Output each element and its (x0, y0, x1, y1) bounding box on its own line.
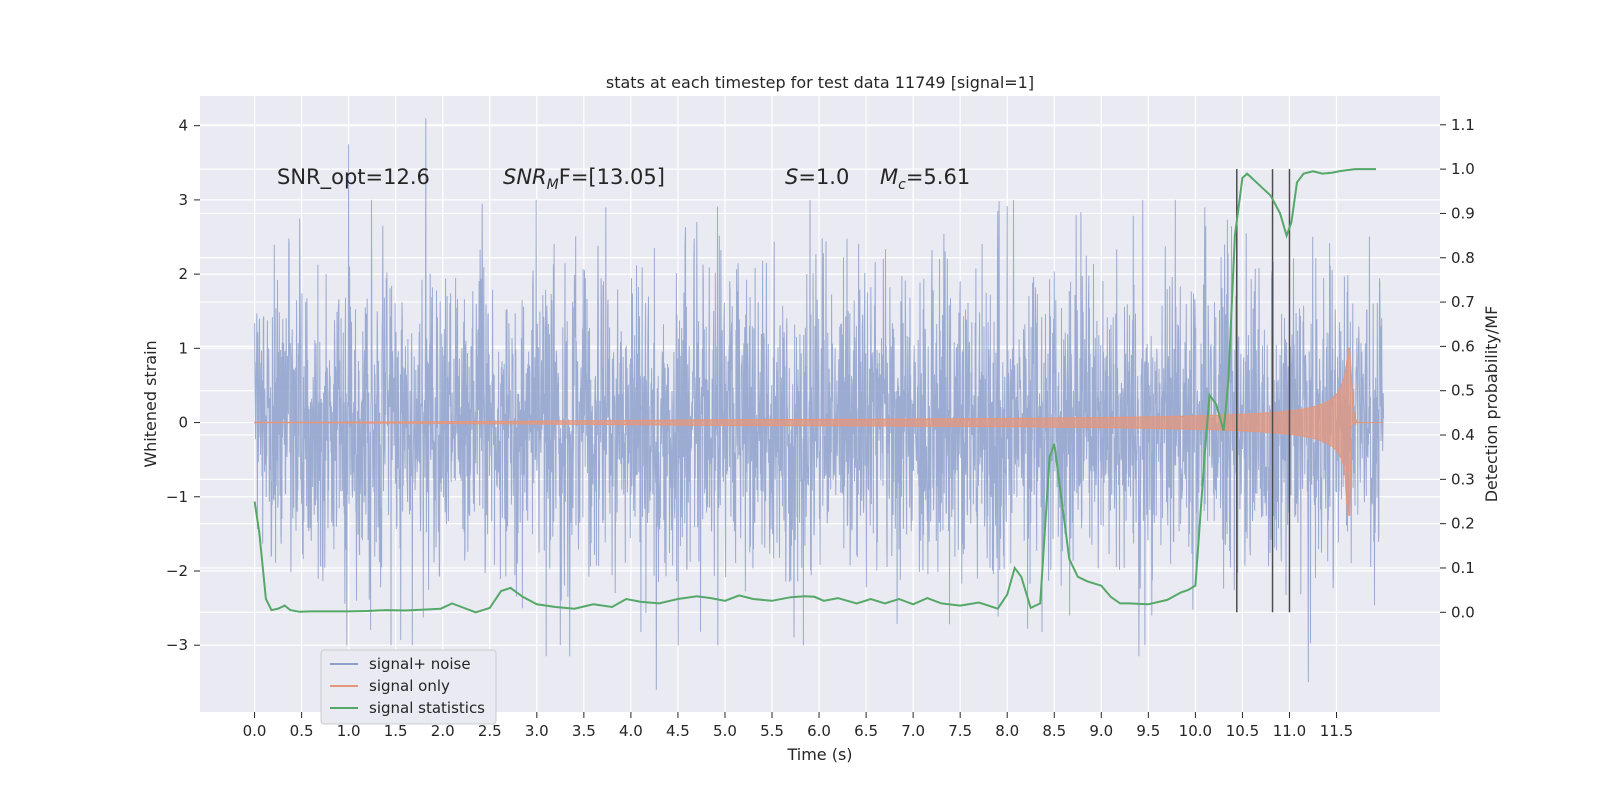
annotation-s-tail: =1.0 (798, 165, 849, 189)
x-tick-label: 0.5 (290, 722, 314, 740)
y-left-tick-label: 3 (178, 191, 188, 209)
legend-label-noise: signal+ noise (369, 655, 471, 673)
x-tick-label: 0.0 (243, 722, 267, 740)
y-right-tick-label: 1.1 (1451, 116, 1475, 134)
x-tick-label: 3.0 (525, 722, 549, 740)
y-right-tick-label: 0.1 (1451, 559, 1475, 577)
y-right-tick-label: 0.9 (1451, 204, 1475, 222)
signal-only-series (254, 347, 1384, 516)
annotation-s: S=1.0 (785, 165, 849, 189)
x-tick-label: 9.0 (1089, 722, 1113, 740)
x-tick-label: 2.5 (478, 722, 502, 740)
y-right-axis-label: Detection probability/MF (1482, 306, 1501, 503)
y-right-tick-label: 0.4 (1451, 426, 1475, 444)
legend: signal+ noise signal only signal statist… (320, 649, 497, 725)
y-left-tick-label: 4 (178, 117, 188, 135)
x-tick-label: 5.0 (713, 722, 737, 740)
annotation-snr-mf-italic: SNR (503, 165, 547, 189)
x-tick-label: 7.5 (948, 722, 972, 740)
x-tick-label: 4.5 (666, 722, 690, 740)
annotation-snr-mf-tail: F=[13.05] (559, 165, 665, 189)
x-tick-label: 10.0 (1179, 722, 1212, 740)
legend-label-stats: signal statistics (369, 699, 485, 717)
x-axis: 0.0 0.5 1.0 1.5 2.0 2.5 3.0 3.5 4.0 4.5 5.0 5.5 6.0 6… (243, 712, 1353, 740)
x-tick-label: 3.5 (572, 722, 596, 740)
annotation-snr-opt: SNR_opt=12.6 (277, 165, 430, 190)
y-left-axis: −3 −2 −1 0 1 2 3 4 (166, 117, 200, 654)
y-left-tick-label: −3 (166, 636, 188, 654)
x-tick-label: 6.0 (807, 722, 831, 740)
y-right-tick-label: 0.3 (1451, 470, 1475, 488)
x-tick-label: 11.5 (1320, 722, 1353, 740)
y-left-tick-label: 2 (178, 265, 188, 283)
x-axis-label: Time (s) (786, 745, 852, 764)
y-right-tick-label: 0.7 (1451, 293, 1475, 311)
x-tick-label: 10.5 (1226, 722, 1259, 740)
annotation-mc-italic: M (880, 165, 898, 189)
legend-label-signal: signal only (369, 677, 450, 695)
x-tick-label: 8.0 (995, 722, 1019, 740)
y-right-tick-label: 0.8 (1451, 249, 1475, 267)
annotation-snr-mf-sub: M (547, 177, 559, 193)
y-right-tick-label: 1.0 (1451, 160, 1475, 178)
y-right-tick-label: 0.2 (1451, 515, 1475, 533)
x-tick-label: 5.5 (760, 722, 784, 740)
annotation-snr-mf: SNRMF=[13.05] (503, 165, 665, 193)
x-tick-label: 1.0 (337, 722, 361, 740)
annotation-s-italic: S (785, 165, 798, 189)
y-left-tick-label: −2 (166, 562, 188, 580)
y-left-tick-label: −1 (166, 488, 188, 506)
x-tick-label: 4.0 (619, 722, 643, 740)
x-tick-label: 8.5 (1042, 722, 1066, 740)
y-right-tick-label: 0.0 (1451, 603, 1475, 621)
y-right-axis: 0.0 0.1 0.2 0.3 0.4 0.5 0.6 0.7 0.8 0.9 1.0 1.1 (1440, 116, 1475, 621)
x-tick-label: 6.5 (854, 722, 878, 740)
y-left-tick-label: 1 (178, 339, 188, 357)
x-tick-label: 11.0 (1273, 722, 1306, 740)
vertical-lines (1236, 169, 1291, 613)
stats-series (253, 168, 1376, 614)
annotation-mc: Mc=5.61 (880, 165, 970, 193)
legend-box (320, 649, 497, 725)
y-right-tick-label: 0.6 (1451, 337, 1475, 355)
x-tick-label: 2.0 (431, 722, 455, 740)
y-left-axis-label: Whitened strain (141, 340, 160, 467)
y-left-tick-label: 0 (178, 414, 188, 432)
y-right-tick-label: 0.5 (1451, 382, 1475, 400)
x-tick-label: 1.5 (384, 722, 408, 740)
x-tick-label: 7.0 (901, 722, 925, 740)
annotation-mc-sub: c (898, 177, 906, 193)
chart-title: stats at each timestep for test data 117… (606, 73, 1034, 92)
annotation-mc-tail: =5.61 (906, 165, 970, 189)
x-tick-label: 9.5 (1136, 722, 1160, 740)
